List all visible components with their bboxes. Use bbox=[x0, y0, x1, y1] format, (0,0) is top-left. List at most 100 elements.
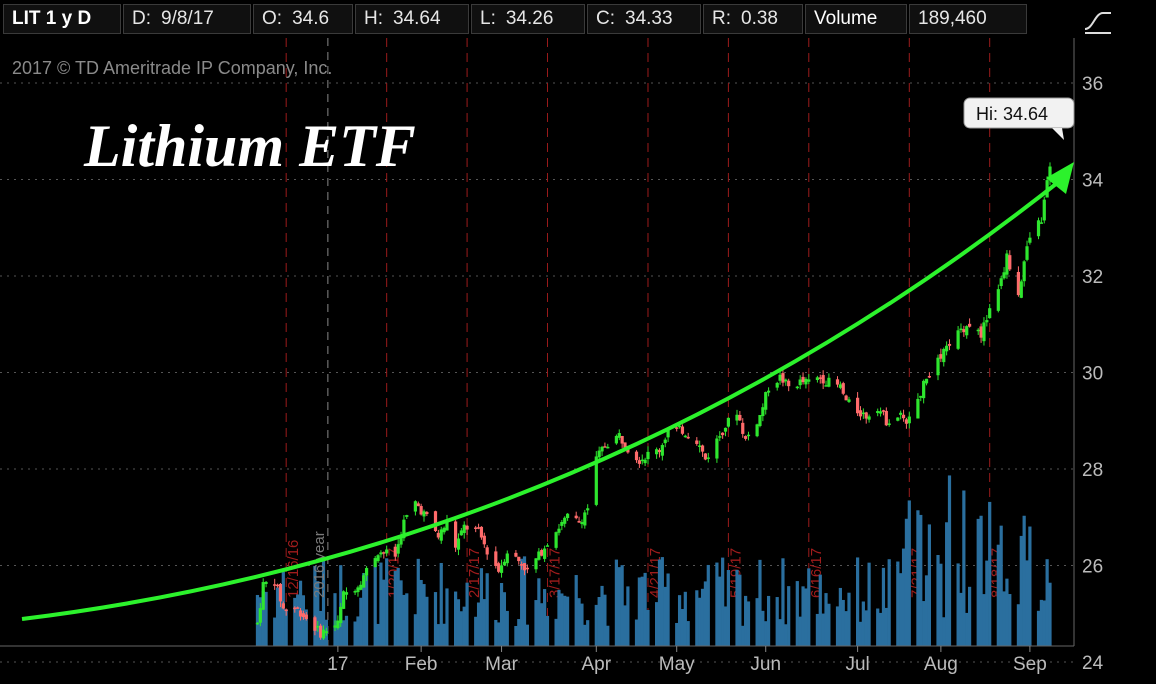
candle-body bbox=[606, 446, 610, 449]
candle-body bbox=[666, 429, 670, 438]
trend-curve-icon[interactable] bbox=[1078, 4, 1118, 38]
low-value: 34.26 bbox=[505, 8, 554, 29]
candle-body bbox=[807, 379, 811, 382]
x-tick-label: Apr bbox=[582, 654, 612, 675]
volume-bar bbox=[956, 563, 960, 646]
close-value: 34.33 bbox=[625, 8, 673, 29]
volume-bar bbox=[1042, 600, 1046, 646]
candle-body bbox=[319, 625, 323, 638]
volume-bar bbox=[459, 611, 463, 646]
symbol-cell[interactable]: LIT 1 y D bbox=[3, 4, 121, 34]
volume-bar bbox=[1036, 610, 1041, 646]
volume-bar bbox=[543, 589, 547, 646]
volume-bar bbox=[858, 621, 863, 646]
candle-body bbox=[563, 517, 567, 524]
candle-body bbox=[594, 456, 598, 505]
candle-body bbox=[876, 411, 880, 414]
volume-bar bbox=[436, 624, 440, 646]
volume-bar bbox=[878, 612, 883, 646]
candle-body bbox=[425, 512, 429, 515]
y-tick-label: 30 bbox=[1082, 363, 1103, 384]
volume-bar bbox=[746, 601, 751, 646]
volume-bar bbox=[801, 586, 805, 646]
candle-body bbox=[436, 532, 440, 538]
candle-body bbox=[847, 399, 851, 402]
candle-body bbox=[502, 561, 507, 566]
volume-bar bbox=[402, 594, 406, 646]
volume-bar bbox=[999, 525, 1003, 646]
volume-bar bbox=[560, 593, 564, 646]
candle-body bbox=[640, 459, 644, 462]
candle-body bbox=[781, 373, 785, 383]
volume-bar bbox=[316, 581, 320, 646]
open-label: O: bbox=[262, 8, 283, 29]
volume-bar bbox=[660, 557, 664, 646]
candle-body bbox=[764, 392, 768, 410]
volume-bar bbox=[838, 587, 842, 646]
high-label: H: bbox=[364, 8, 383, 29]
volume-bar bbox=[353, 621, 357, 646]
candle-body bbox=[353, 591, 357, 593]
volume-bar bbox=[364, 575, 369, 646]
candle-body bbox=[1022, 261, 1026, 282]
candle-body bbox=[574, 515, 578, 519]
volume-bar bbox=[482, 599, 486, 646]
volume-bar bbox=[907, 500, 911, 646]
volume-bar bbox=[520, 558, 524, 646]
volume-bar bbox=[255, 594, 260, 646]
candle-body bbox=[597, 450, 601, 458]
candle-body bbox=[422, 511, 426, 517]
volume-bar bbox=[1022, 515, 1026, 646]
candle-body bbox=[835, 379, 840, 385]
candle-body bbox=[1036, 220, 1041, 237]
candle-body bbox=[316, 626, 320, 628]
x-tick-label: Jul bbox=[845, 654, 869, 675]
candle-body bbox=[904, 419, 909, 424]
candle-body bbox=[385, 549, 389, 554]
candle-body bbox=[801, 376, 805, 383]
volume-bar bbox=[620, 565, 624, 646]
candle-body bbox=[545, 545, 550, 547]
candle-body bbox=[884, 410, 888, 426]
high-cell: H: 34.64 bbox=[355, 4, 469, 34]
volume-bar bbox=[600, 585, 604, 646]
volume-bar bbox=[433, 592, 438, 646]
candle-body bbox=[746, 434, 751, 437]
candle-body bbox=[907, 416, 911, 424]
volume-bar bbox=[881, 567, 886, 646]
volume-bar bbox=[761, 610, 765, 646]
volume-bar bbox=[1039, 599, 1043, 646]
candle-body bbox=[936, 357, 940, 376]
volume-bar bbox=[275, 587, 280, 646]
candle-body bbox=[520, 564, 524, 566]
volume-bar bbox=[815, 613, 820, 646]
volume-bar bbox=[284, 609, 288, 646]
candle-body bbox=[577, 521, 581, 523]
volume-bar bbox=[677, 595, 682, 646]
volume-bar bbox=[721, 557, 725, 646]
volume-bar bbox=[278, 594, 283, 646]
volume-bar bbox=[985, 560, 989, 646]
candle-body bbox=[844, 395, 848, 401]
volume-bar bbox=[775, 597, 779, 646]
candle-body bbox=[706, 457, 710, 459]
volume-bar bbox=[1008, 594, 1012, 646]
volume-bar bbox=[945, 522, 949, 646]
candle-body bbox=[1042, 199, 1046, 221]
volume-bar bbox=[373, 564, 377, 646]
volume-bar bbox=[563, 595, 567, 646]
candle-body bbox=[804, 378, 808, 385]
volume-bar bbox=[379, 562, 383, 646]
candle-body bbox=[281, 603, 285, 609]
candle-body bbox=[565, 513, 570, 519]
candle-body bbox=[887, 423, 891, 425]
candle-body bbox=[919, 395, 923, 398]
volume-bar bbox=[884, 607, 888, 646]
volume-bar bbox=[264, 591, 268, 646]
volume-bar bbox=[922, 601, 926, 646]
candle-body bbox=[379, 552, 383, 555]
volume-bar bbox=[497, 622, 501, 646]
candle-body bbox=[677, 425, 682, 428]
volume-bar bbox=[818, 574, 822, 646]
candle-body bbox=[755, 424, 759, 437]
